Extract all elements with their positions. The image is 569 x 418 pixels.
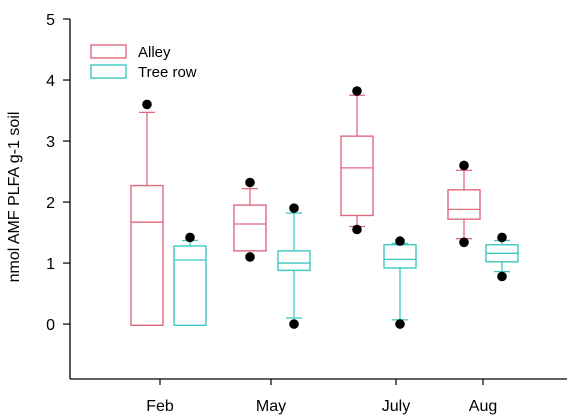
outlier-point bbox=[395, 236, 405, 246]
box-iqr bbox=[233, 204, 267, 252]
legend-swatch-tree-row bbox=[90, 64, 127, 79]
outlier-point bbox=[352, 224, 362, 235]
y-tick-label: 3 bbox=[46, 134, 55, 151]
outlier-point bbox=[497, 232, 507, 243]
outlier-point bbox=[142, 99, 152, 110]
outlier-point bbox=[459, 237, 469, 248]
y-tick-label: 0 bbox=[46, 317, 55, 334]
outlier-point bbox=[289, 319, 299, 329]
box-alley-aug bbox=[447, 160, 481, 248]
box-alley-july bbox=[340, 86, 374, 235]
box-iqr bbox=[130, 184, 164, 327]
outlier-point bbox=[352, 86, 362, 96]
outlier-point bbox=[395, 319, 405, 329]
outlier-point bbox=[497, 271, 507, 282]
box-alley-feb bbox=[130, 99, 164, 327]
y-tick-label: 1 bbox=[46, 256, 55, 273]
box-iqr bbox=[277, 250, 311, 272]
y-axis-label: nmol AMF PLFA g-1 soil bbox=[6, 112, 23, 283]
box-tree-row-feb bbox=[173, 232, 207, 327]
legend-label-alley: Alley bbox=[138, 44, 171, 61]
legend: Alley Tree row bbox=[90, 44, 197, 81]
box-tree-row-july bbox=[383, 236, 417, 329]
box-iqr bbox=[447, 189, 481, 220]
plot-area: 0 1 2 3 4 5 Feb May July Aug bbox=[46, 12, 567, 415]
outlier-point bbox=[459, 160, 469, 171]
outlier-point bbox=[245, 177, 255, 188]
legend-swatch-alley bbox=[90, 44, 127, 59]
y-tick-label: 5 bbox=[46, 12, 55, 29]
box-tree-row-aug bbox=[485, 232, 519, 282]
x-tick-label: May bbox=[256, 398, 286, 415]
box-iqr bbox=[173, 245, 207, 327]
outlier-point bbox=[245, 252, 255, 262]
y-tick-label: 2 bbox=[46, 195, 55, 212]
box-alley-may bbox=[233, 177, 267, 262]
box-iqr bbox=[340, 135, 374, 217]
legend-label-tree-row: Tree row bbox=[138, 64, 197, 81]
y-tick-label: 4 bbox=[46, 73, 55, 90]
outlier-point bbox=[289, 203, 299, 213]
x-tick-label: Aug bbox=[469, 398, 497, 415]
x-tick-label: Feb bbox=[146, 398, 174, 415]
box-iqr bbox=[383, 244, 417, 269]
outlier-point bbox=[185, 232, 195, 243]
x-tick-label: July bbox=[382, 398, 410, 415]
box-tree-row-may bbox=[277, 203, 311, 329]
